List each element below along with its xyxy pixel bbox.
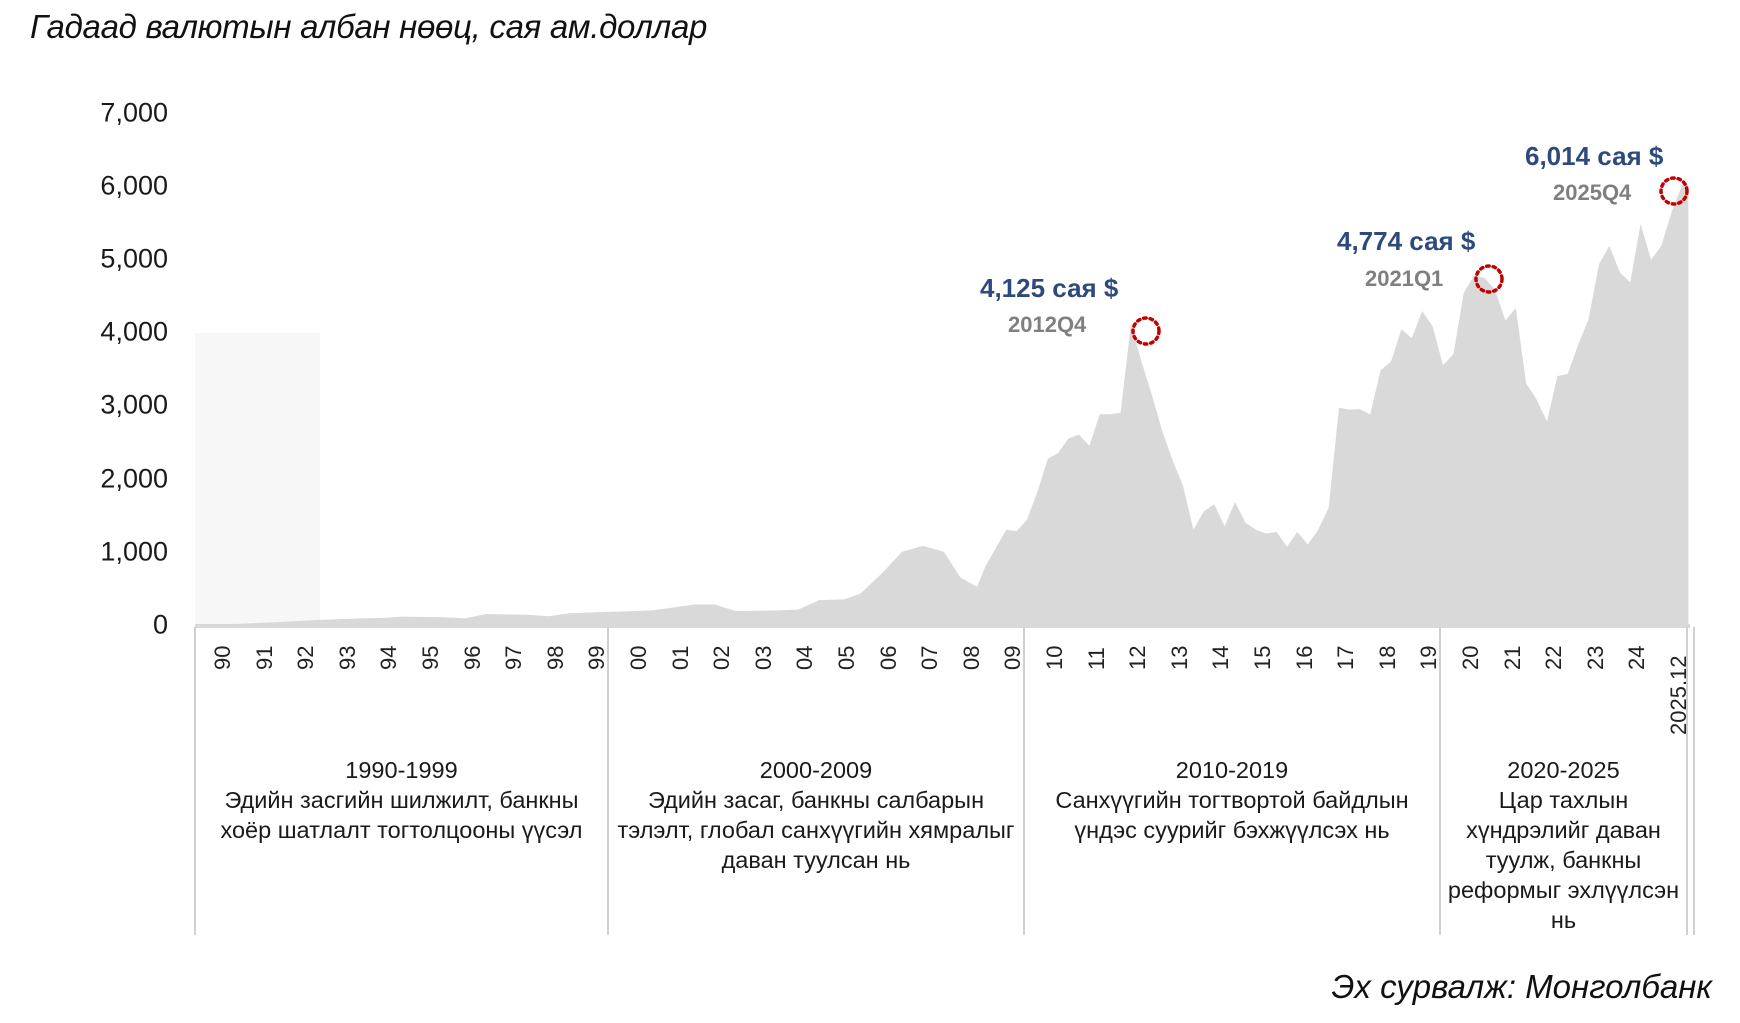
period-box: 2000-2009 Эдийн засаг, банкны салбарын тэ… (612, 755, 1020, 875)
x-tick-label: 10 (1042, 645, 1067, 670)
y-tick-label: 3,000 (100, 389, 168, 420)
period-dividers (194, 627, 1695, 935)
chart-title: Гадаад валютын албан нөөц, сая ам.доллар (30, 8, 708, 45)
y-tick-label: 2,000 (100, 463, 168, 494)
period-description: Эдийн засаг, банкны салбарын тэлэлт, гло… (617, 787, 1015, 873)
peak-date-label: 2025Q4 (1553, 180, 1632, 205)
y-tick-label: 6,000 (100, 170, 168, 201)
x-tick-label: 19 (1416, 645, 1442, 670)
x-tick-label: 12 (1125, 645, 1151, 670)
source-note: Эх сурвалж: Монголбанк (1331, 968, 1712, 1005)
x-tick-label: 21 (1499, 645, 1525, 670)
peak-markers (1131, 176, 1689, 346)
y-tick-label: 7,000 (100, 97, 168, 128)
x-tick-label: 17 (1333, 645, 1359, 670)
x-tick-label: 09 (1000, 645, 1026, 670)
y-tick-label: 1,000 (100, 536, 168, 567)
x-tick-label: 23 (1582, 645, 1608, 670)
x-tick-label: 04 (792, 645, 818, 670)
period-years: 1990-1999 (345, 757, 458, 783)
x-tick-label: 94 (376, 645, 402, 670)
x-tick-label: 08 (958, 645, 984, 670)
y-tick-label: 5,000 (100, 243, 168, 274)
period-box: 1990-1999 Эдийн засгийн шилжилт, банкны х… (199, 755, 604, 845)
period-description: Эдийн засгийн шилжилт, банкны хоёр шатла… (220, 787, 583, 843)
x-tick-label: 91 (251, 645, 277, 670)
period-years: 2020-2025 (1507, 757, 1620, 783)
period-years: 2000-2009 (759, 757, 873, 783)
x-tick-label: 90 (210, 645, 235, 670)
x-tick-label: 97 (501, 645, 527, 670)
x-tick-label: 18 (1374, 645, 1400, 670)
x-tick-label: 05 (834, 645, 859, 670)
x-tick-label: 95 (418, 645, 443, 670)
peak-value-label: 4,774 сая $ (1337, 226, 1476, 256)
peak-value-label: 6,014 сая $ (1525, 141, 1664, 171)
x-tick-label: 92 (293, 645, 319, 670)
x-tick-label: 16 (1291, 645, 1317, 670)
x-tick-label: 93 (334, 645, 360, 670)
x-tick-label: 14 (1208, 645, 1234, 670)
peak-marker-circle (1659, 176, 1689, 206)
x-tick-label: 24 (1624, 645, 1650, 670)
peak-date-label: 2012Q4 (1008, 312, 1087, 337)
x-tick-label: 20 (1458, 645, 1483, 670)
x-tick-label: 11 (1083, 647, 1109, 670)
y-tick-label: 0 (152, 609, 168, 640)
y-tick-label: 4,000 (100, 316, 168, 347)
x-tick-label: 01 (667, 645, 693, 670)
x-tick-label: 00 (626, 645, 651, 670)
peak-marker-circle (1474, 264, 1504, 294)
period-description: Цар тахлын хүндрэлийг даван туулж, банкн… (1447, 787, 1680, 933)
x-tick-label: 99 (584, 645, 610, 670)
reserves-area-series (195, 184, 1689, 626)
period-box: 2020-2025 Цар тахлын хүндрэлийг даван туу… (1444, 755, 1683, 935)
x-tick-label: 98 (542, 645, 568, 670)
x-tick-label: 02 (709, 645, 735, 670)
x-tick-label: 06 (875, 645, 901, 670)
x-tick-label: 96 (459, 645, 485, 670)
peak-date-label: 2021Q1 (1365, 266, 1444, 291)
x-tick-label: 22 (1541, 645, 1567, 670)
x-tick-label: 07 (917, 645, 943, 670)
x-tick-label: 13 (1166, 645, 1192, 670)
period-box: 2010-2019 Санхүүгийн тогтвортой байдлын ү… (1028, 755, 1436, 845)
x-tick-label: 15 (1250, 645, 1275, 670)
period-years: 2010-2019 (1175, 757, 1289, 783)
peak-value-label: 4,125 сая $ (980, 273, 1119, 303)
x-tick-label: 03 (750, 645, 776, 670)
period-description: Санхүүгийн тогтвортой байдлын үндэс суур… (1055, 787, 1409, 843)
x-tick-label: 2025.12 (1666, 655, 1691, 735)
peak-marker-circle (1131, 316, 1161, 346)
highlight-band-1990s (195, 333, 320, 625)
